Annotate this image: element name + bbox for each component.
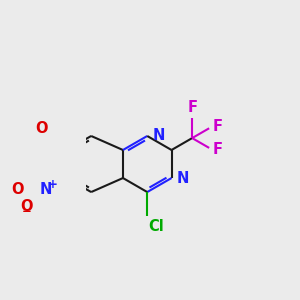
Text: Cl: Cl bbox=[148, 219, 164, 234]
Text: O: O bbox=[35, 121, 47, 136]
Text: N: N bbox=[40, 182, 52, 197]
Text: −: − bbox=[22, 205, 32, 218]
Text: F: F bbox=[212, 142, 223, 157]
Text: N: N bbox=[152, 128, 165, 143]
Text: F: F bbox=[212, 119, 223, 134]
Text: +: + bbox=[47, 178, 57, 191]
Text: O: O bbox=[21, 200, 33, 214]
Text: N: N bbox=[177, 170, 189, 185]
Text: F: F bbox=[187, 100, 197, 115]
Text: O: O bbox=[11, 182, 23, 197]
